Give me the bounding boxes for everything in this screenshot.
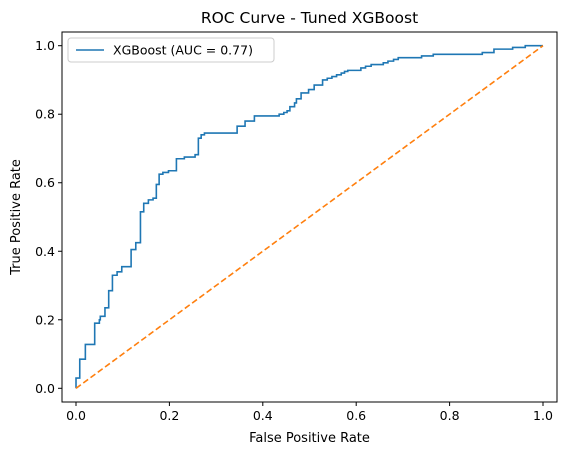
y-axis: 0.0 0.2 0.4 0.6 0.8 1.0 xyxy=(35,38,62,396)
x-axis: 0.0 0.2 0.4 0.6 0.8 1.0 xyxy=(66,402,553,423)
y-axis-label: True Positive Rate xyxy=(9,159,24,276)
legend-box xyxy=(67,37,275,63)
y-tick-label: 0.4 xyxy=(35,244,55,259)
x-tick-label: 0.8 xyxy=(440,408,460,423)
y-tick-label: 0.0 xyxy=(35,381,55,396)
y-tick-label: 0.8 xyxy=(35,107,55,122)
x-tick-label: 0.2 xyxy=(159,408,179,423)
roc-curve-line xyxy=(75,44,543,389)
x-tick-label: 0.0 xyxy=(66,408,86,423)
axes-frame xyxy=(61,31,558,403)
x-tick-label: 1.0 xyxy=(533,408,553,423)
y-tick-label: 0.2 xyxy=(35,312,55,327)
legend: XGBoost (AUC = 0.77) xyxy=(67,37,275,63)
chance-diagonal-line xyxy=(75,45,544,389)
legend-label: XGBoost (AUC = 0.77) xyxy=(113,43,253,58)
series-layer xyxy=(75,44,544,389)
chart-title: ROC Curve - Tuned XGBoost xyxy=(201,9,418,27)
x-tick-label: 0.6 xyxy=(346,408,366,423)
y-tick-label: 0.6 xyxy=(35,175,55,190)
y-tick-label: 1.0 xyxy=(35,38,55,53)
x-axis-label: False Positive Rate xyxy=(249,431,370,446)
x-tick-label: 0.4 xyxy=(253,408,273,423)
